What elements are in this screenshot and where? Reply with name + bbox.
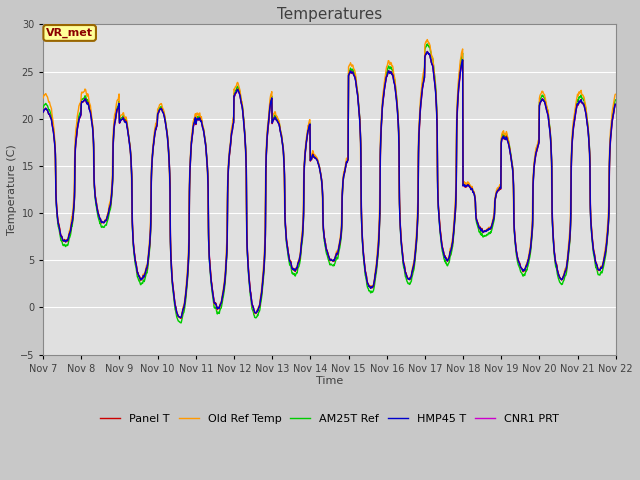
Panel T [494,188,502,194]
CNR1 PRT [611,102,619,108]
Panel T [419,85,426,91]
X-axis label: Time: Time [316,376,343,386]
Line: AM25T Ref: AM25T Ref [43,44,615,323]
HMP45 T [152,124,160,130]
CNR1 PRT [419,86,426,92]
CNR1 PRT [544,112,552,118]
Line: Old Ref Temp: Old Ref Temp [43,39,615,318]
Panel T [611,101,619,107]
Old Ref Temp [544,108,552,114]
CNR1 PRT [39,109,47,115]
Panel T [177,315,185,321]
AM25T Ref [152,122,160,128]
CNR1 PRT [424,49,431,55]
CNR1 PRT [152,124,160,130]
HMP45 T [166,239,174,244]
AM25T Ref [424,41,431,47]
AM25T Ref [611,97,619,103]
Line: HMP45 T: HMP45 T [43,52,615,318]
HMP45 T [39,109,47,115]
Old Ref Temp [419,75,426,81]
Old Ref Temp [152,119,160,125]
Old Ref Temp [166,241,174,247]
HMP45 T [611,101,619,107]
AM25T Ref [177,320,185,326]
Legend: Panel T, Old Ref Temp, AM25T Ref, HMP45 T, CNR1 PRT: Panel T, Old Ref Temp, AM25T Ref, HMP45 … [96,410,563,429]
Panel T [166,232,174,238]
Old Ref Temp [231,85,239,91]
Text: VR_met: VR_met [46,28,93,38]
HMP45 T [544,113,552,119]
Title: Temperatures: Temperatures [277,7,382,22]
Old Ref Temp [494,186,502,192]
Line: Panel T: Panel T [43,51,615,318]
CNR1 PRT [177,315,185,321]
Panel T [544,112,552,118]
AM25T Ref [39,105,47,111]
AM25T Ref [419,81,426,87]
Panel T [231,92,239,98]
CNR1 PRT [231,92,239,98]
HMP45 T [231,92,239,97]
Line: CNR1 PRT: CNR1 PRT [43,52,615,318]
AM25T Ref [231,89,239,95]
Y-axis label: Temperature (C): Temperature (C) [7,144,17,235]
AM25T Ref [494,187,502,193]
Old Ref Temp [177,315,185,321]
HMP45 T [494,188,502,194]
Old Ref Temp [424,36,431,42]
Panel T [424,48,431,54]
HMP45 T [177,315,184,321]
Old Ref Temp [39,95,47,101]
HMP45 T [419,84,426,90]
Old Ref Temp [611,91,619,97]
AM25T Ref [544,109,552,115]
Panel T [152,124,160,130]
CNR1 PRT [494,189,502,194]
AM25T Ref [166,234,174,240]
Panel T [39,109,47,115]
CNR1 PRT [166,225,174,231]
HMP45 T [424,49,431,55]
